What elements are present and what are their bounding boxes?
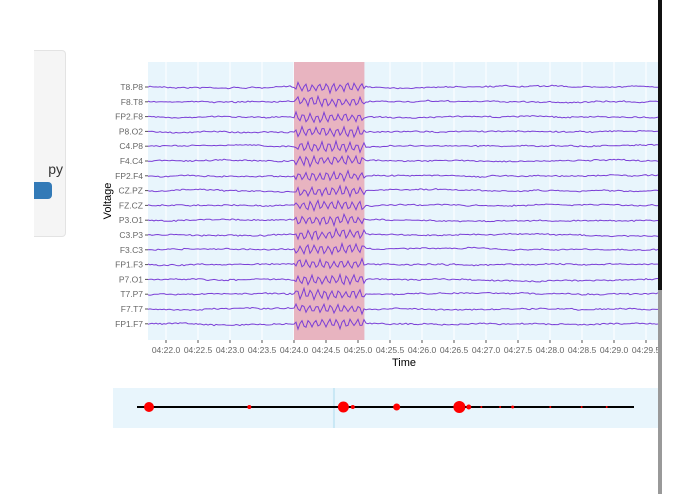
channel-label: F8.T8 (121, 97, 143, 107)
channel-label: C4.P8 (119, 141, 143, 151)
event-marker[interactable] (480, 406, 483, 408)
x-tick-label: 04:25.5 (376, 345, 405, 355)
event-marker[interactable] (144, 402, 154, 412)
event-marker[interactable] (247, 405, 252, 409)
trace-c3-p3 (147, 227, 659, 242)
channel-label: F4.C4 (120, 156, 143, 166)
x-tick-label: 04:24.5 (312, 345, 341, 355)
event-marker[interactable] (549, 406, 552, 408)
trace-f4-c4 (147, 154, 659, 169)
event-marker[interactable] (580, 406, 583, 408)
x-tick-label: 04:27.5 (504, 345, 533, 355)
trace-t8-p8 (147, 80, 659, 95)
trace-p7-o1 (147, 272, 659, 286)
window-edge (658, 0, 662, 494)
event-marker[interactable] (511, 405, 515, 409)
channel-label: C3.P3 (119, 230, 143, 240)
scrollbar[interactable] (658, 290, 662, 494)
x-axis-title: Time (392, 357, 416, 369)
channel-label: FZ.CZ (119, 200, 143, 210)
trace-fp2-f4 (147, 169, 659, 183)
event-marker[interactable] (499, 406, 502, 408)
x-tick-label: 04:25.0 (344, 345, 373, 355)
trace-fp1-f7 (147, 317, 659, 331)
trace-fz-cz (147, 199, 659, 213)
channel-label: FP2.F8 (115, 112, 143, 122)
trace-c4-p8 (147, 139, 659, 154)
channel-label: T7.P7 (120, 289, 143, 299)
event-marker[interactable] (337, 401, 349, 413)
x-tick-label: 04:22.0 (152, 345, 181, 355)
channel-label: F3.C3 (120, 245, 143, 255)
channel-label: P7.O1 (119, 274, 143, 284)
x-tick-label: 04:28.5 (568, 345, 597, 355)
trace-cz-pz (147, 184, 659, 199)
channel-label: CZ.PZ (118, 186, 143, 196)
channel-label: P3.O1 (119, 215, 143, 225)
y-axis-title: Voltage (102, 183, 114, 220)
copy-label: py (48, 161, 63, 177)
x-tick-label: 04:27.0 (472, 345, 501, 355)
event-marker[interactable] (466, 404, 472, 410)
channel-label: F7.T7 (121, 304, 143, 314)
trace-p8-o2 (148, 124, 659, 139)
x-tick-label: 04:22.5 (184, 345, 213, 355)
trace-t7-p7 (147, 286, 659, 302)
action-button[interactable] (34, 182, 52, 199)
channel-label: P8.O2 (119, 126, 143, 136)
channel-label: FP1.F7 (115, 319, 143, 329)
plot-background (148, 62, 660, 340)
trace-p3-o1 (147, 212, 659, 228)
event-marker[interactable] (605, 406, 608, 408)
x-tick-label: 04:29.0 (600, 345, 629, 355)
trace-f3-c3 (147, 241, 659, 256)
x-tick-label: 04:26.5 (440, 345, 469, 355)
trace-f7-t7 (147, 302, 658, 316)
x-tick-label: 04:23.5 (248, 345, 277, 355)
x-tick-label: 04:23.0 (216, 345, 245, 355)
trace-fp2-f8 (148, 110, 659, 124)
channel-label: T8.P8 (120, 82, 143, 92)
x-tick-label: 04:28.0 (536, 345, 565, 355)
event-marker[interactable] (453, 401, 466, 413)
channel-label: FP1.F3 (115, 260, 143, 270)
event-marker[interactable] (350, 405, 355, 409)
x-tick-label: 04:26.0 (408, 345, 437, 355)
x-tick-label: 04:24.0 (280, 345, 309, 355)
event-marker[interactable] (393, 403, 401, 411)
left-panel: py (34, 50, 66, 237)
trace-f8-t8 (147, 94, 659, 108)
x-tick-label: 04:29.5 (632, 345, 661, 355)
trace-fp1-f3 (147, 257, 658, 270)
channel-label: FP2.F4 (115, 171, 143, 181)
